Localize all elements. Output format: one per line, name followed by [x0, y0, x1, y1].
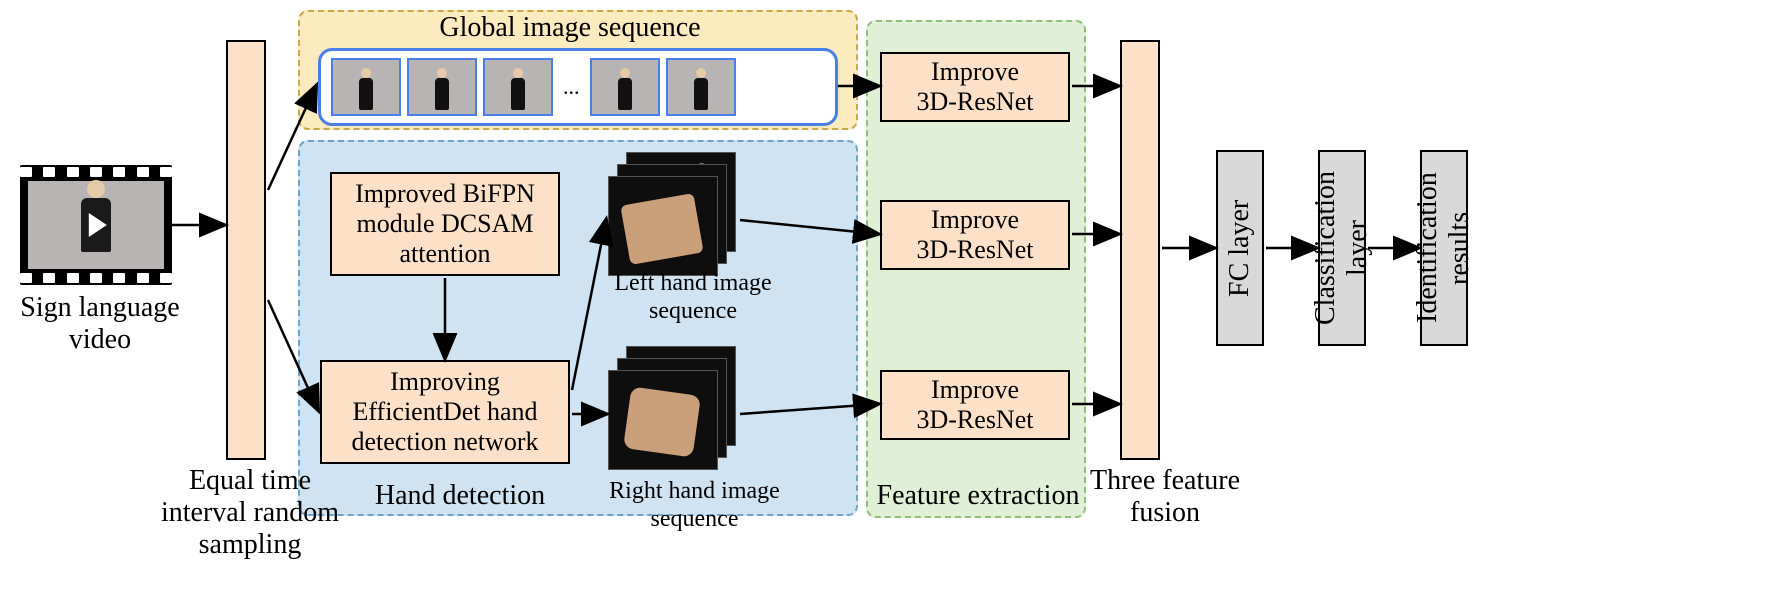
thumb-frame [407, 58, 477, 116]
ellipsis: ... [559, 74, 584, 100]
resnet-box-3: Improve3D-ResNet [880, 370, 1070, 440]
efficientdet-box: ImprovingEfficientDet handdetection netw… [320, 360, 570, 464]
thumb-frame [666, 58, 736, 116]
input-video-thumbnail [20, 165, 172, 285]
thumb-frame [331, 58, 401, 116]
fc-layer-box: FC layer [1216, 150, 1264, 346]
sampling-bar [226, 40, 266, 460]
resnet-box-2: Improve3D-ResNet [880, 200, 1070, 270]
fusion-label: Three featurefusion [1075, 465, 1255, 529]
sampling-label: Equal timeinterval randomsampling [130, 465, 370, 562]
left-hand-label: Left hand imagesequence [588, 270, 798, 325]
classification-layer-box: Classificationlayer [1318, 150, 1366, 346]
right-hand-label: Right hand imagesequence [582, 478, 807, 533]
left-hand-stack [608, 152, 738, 272]
global-sequence-title: Global image sequence [400, 12, 740, 44]
diagram-root: Sign languagevideo Equal timeinterval ra… [0, 0, 1773, 595]
hand-detection-title: Hand detection [350, 480, 570, 512]
thumb-frame [483, 58, 553, 116]
resnet-box-1: Improve3D-ResNet [880, 52, 1070, 122]
right-hand-stack [608, 346, 738, 466]
global-thumb-row: ... [318, 48, 838, 126]
thumb-frame [590, 58, 660, 116]
identification-results-box: Identificationresults [1420, 150, 1468, 346]
input-label: Sign languagevideo [0, 292, 200, 356]
bifpn-box: Improved BiFPNmodule DCSAMattention [330, 172, 560, 276]
feature-extraction-title: Feature extraction [848, 480, 1108, 512]
fusion-bar [1120, 40, 1160, 460]
